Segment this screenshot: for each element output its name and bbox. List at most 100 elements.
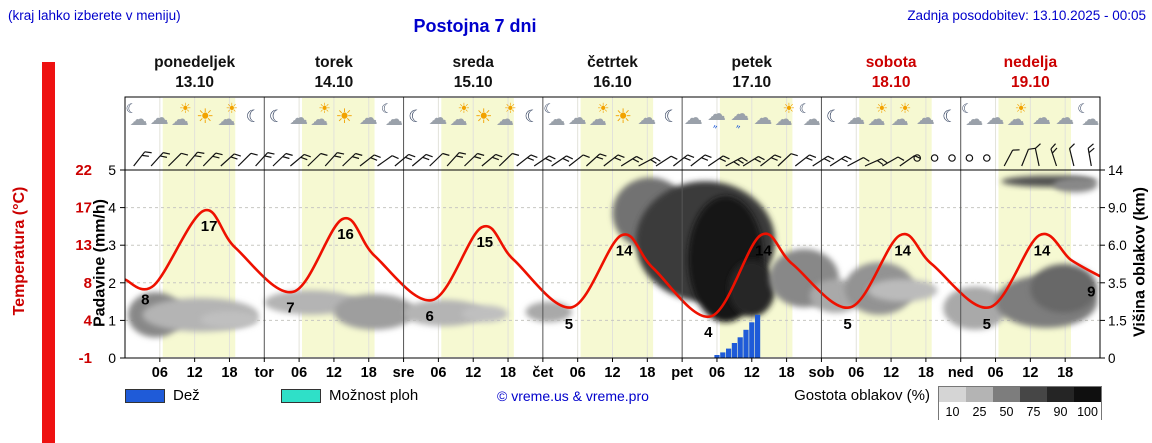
wind-barb (794, 154, 817, 167)
density-label: 50 (999, 405, 1014, 419)
svg-text:8: 8 (141, 291, 149, 308)
wind-barb (202, 152, 223, 167)
wind-barb (1021, 147, 1036, 167)
svg-text:17: 17 (75, 200, 92, 217)
wind-barb (882, 156, 905, 167)
svg-text:8: 8 (84, 275, 92, 292)
page-title: Postojna 7 dni (413, 16, 537, 36)
density-swatch-75 (1020, 387, 1047, 402)
density-label: 100 (1077, 405, 1098, 419)
cloud-density-legend-title: Gostota oblakov (%) (794, 387, 930, 404)
svg-text:06: 06 (987, 365, 1003, 381)
svg-text:18: 18 (500, 365, 516, 381)
wind-barb (568, 154, 590, 167)
svg-text:12: 12 (1022, 365, 1038, 381)
wind-barb (1003, 149, 1020, 167)
temperature-colorbar (42, 62, 55, 443)
wind-barb (307, 152, 328, 167)
density-label: 10 (945, 405, 960, 419)
svg-text:1: 1 (108, 312, 116, 328)
wind-barb (185, 151, 205, 167)
svg-text:5: 5 (108, 162, 116, 178)
wind-barb (760, 154, 782, 167)
wind-barb (446, 152, 467, 167)
wind-barb (982, 154, 991, 162)
cloud-density-scale: 10 25 50 75 90 100 (938, 386, 1102, 420)
svg-text:12: 12 (326, 365, 342, 381)
wind-barb (673, 154, 695, 167)
wind-barb (464, 152, 485, 167)
svg-text:18: 18 (779, 365, 795, 381)
svg-text:12: 12 (187, 365, 203, 381)
wind-barb (533, 155, 556, 167)
showers-legend-swatch (281, 389, 321, 403)
svg-text:4: 4 (108, 200, 116, 216)
svg-text:06: 06 (430, 365, 446, 381)
svg-text:čet: čet (532, 365, 553, 381)
wind-barb (913, 154, 922, 162)
density-swatch-100 (1074, 387, 1101, 402)
wind-barb (324, 152, 345, 167)
density-swatch-10 (939, 387, 966, 402)
svg-text:14: 14 (1108, 163, 1124, 178)
wind-barb (394, 153, 416, 167)
rain-legend-label: Dež (173, 387, 200, 404)
wind-barb (585, 153, 607, 167)
svg-text:ned: ned (948, 365, 974, 381)
menu-hint: (kraj lahko izberete v meniju) (8, 8, 181, 23)
svg-text:18: 18 (361, 365, 377, 381)
wind-barb (930, 154, 939, 162)
wind-barb (948, 154, 956, 162)
svg-text:pet: pet (671, 365, 693, 381)
wind-barb (777, 153, 798, 167)
svg-text:16: 16 (337, 226, 354, 243)
wind-barb (620, 155, 643, 167)
svg-text:-1: -1 (79, 350, 92, 367)
svg-text:18: 18 (639, 365, 655, 381)
svg-text:3: 3 (108, 237, 116, 253)
svg-text:3.5: 3.5 (1108, 276, 1127, 291)
svg-text:18: 18 (918, 365, 934, 381)
wind-barb (864, 158, 888, 167)
svg-text:12: 12 (883, 365, 899, 381)
svg-text:14: 14 (755, 242, 772, 259)
svg-text:06: 06 (848, 365, 864, 381)
svg-text:12: 12 (465, 365, 481, 381)
showers-legend-label: Možnost ploh (329, 387, 419, 404)
svg-text:18: 18 (221, 365, 237, 381)
wind-barb (237, 152, 258, 167)
svg-text:9: 9 (1087, 283, 1095, 300)
svg-text:5: 5 (843, 316, 851, 333)
wind-barb (359, 154, 381, 167)
svg-text:06: 06 (291, 365, 307, 381)
wind-barb (411, 153, 433, 167)
svg-text:9.0: 9.0 (1108, 201, 1127, 216)
density-swatch-25 (966, 387, 993, 402)
svg-text:22: 22 (75, 162, 92, 179)
wind-barb (829, 155, 852, 167)
svg-text:14: 14 (616, 242, 633, 259)
wind-barbs (133, 143, 1095, 167)
wind-barb (1034, 143, 1041, 167)
wind-barb (429, 152, 450, 167)
svg-text:2: 2 (108, 275, 116, 291)
wind-barb (847, 157, 870, 167)
svg-text:14: 14 (1034, 242, 1051, 259)
copyright-link[interactable]: © vreme.us & vreme.pro (497, 388, 649, 404)
svg-text:06: 06 (570, 365, 586, 381)
svg-text:6.0: 6.0 (1108, 238, 1127, 253)
wind-barb (290, 153, 311, 167)
svg-text:12: 12 (604, 365, 620, 381)
density-swatch-90 (1047, 387, 1074, 402)
svg-text:12: 12 (744, 365, 760, 381)
wind-barb (481, 153, 503, 167)
density-label: 25 (972, 405, 987, 419)
svg-text:0: 0 (1108, 351, 1116, 366)
wind-barb (272, 152, 293, 167)
wind-barb (133, 151, 152, 167)
density-label: 90 (1053, 405, 1068, 419)
wind-barb (638, 157, 661, 167)
wind-barb (220, 153, 241, 167)
svg-text:06: 06 (709, 365, 725, 381)
